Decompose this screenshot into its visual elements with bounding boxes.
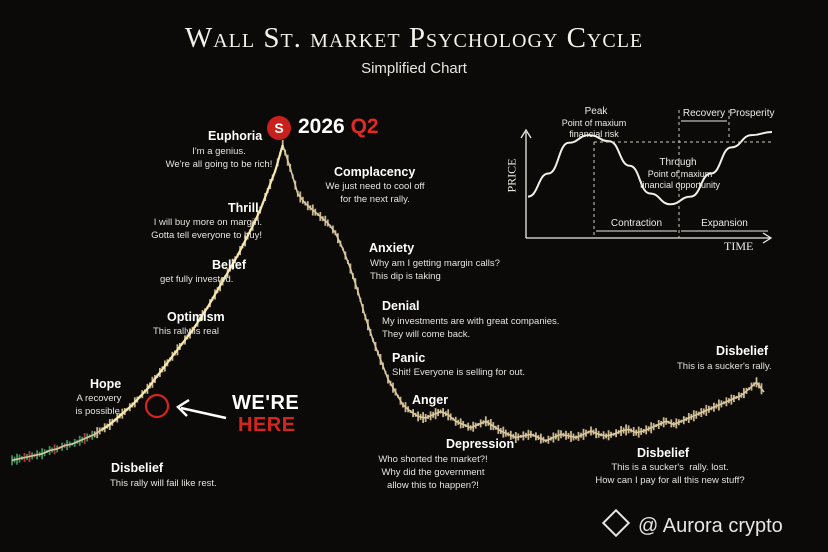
stage-disbelief2-label: Disbelief <box>637 446 690 460</box>
stage-disbelief-label: Disbelief <box>111 461 164 475</box>
pointer-arrow <box>180 406 227 420</box>
chart-subtitle: Simplified Chart <box>361 60 467 77</box>
inset-x-label: TIME <box>724 239 754 253</box>
s-badge-icon: S <box>267 116 291 140</box>
stage-belief-desc: get fully invested. <box>160 274 234 285</box>
stage-optimism-label: Optimism <box>167 310 225 324</box>
binance-logo-icon <box>601 508 631 538</box>
phase-contraction: Contraction <box>610 218 663 229</box>
watermark-text: @ Aurora crypto <box>638 515 783 537</box>
current-position-marker <box>144 393 170 419</box>
stage-disbelief2-desc: This is a sucker's rally. lost. How can … <box>595 462 745 486</box>
stage-panic-desc: Shit! Everyone is selling for out. <box>392 367 526 378</box>
stage-belief-label: Belief <box>212 258 247 272</box>
trough-label: Through <box>659 157 697 168</box>
stage-euphoria-desc: I'm a genius. We're all going to be rich… <box>165 146 273 170</box>
inset-y-arrowhead <box>520 128 532 139</box>
stage-disbelief-desc: This rally will fail like rest. <box>110 478 217 489</box>
stage-anxiety-desc: Why am I getting margin calls? This dip … <box>370 258 500 282</box>
highlight-line <box>101 144 284 431</box>
stage-disbelief3-desc: This is a sucker's rally. <box>677 361 772 372</box>
were-here-line1: WE'RE <box>232 392 300 414</box>
peak-desc: Point of maxium financial risk <box>561 118 627 139</box>
pointer-arrowhead <box>176 398 190 417</box>
phase-prosperity: Prosperity <box>729 108 775 119</box>
stage-euphoria-label: Euphoria <box>208 129 263 143</box>
inset-chart <box>520 110 773 244</box>
stage-denial-label: Denial <box>382 299 420 313</box>
watermark: @ Aurora crypto <box>601 508 783 538</box>
target-quarter: Q2 <box>350 115 379 138</box>
inset-y-label: PRICE <box>504 158 519 193</box>
inset-x-arrowhead <box>762 232 773 244</box>
target-date: 2026 Q2 <box>298 115 379 139</box>
stage-depression-label: Depression <box>446 437 515 451</box>
were-here-line2: HERE <box>238 414 296 436</box>
stage-anger-label: Anger <box>412 393 449 407</box>
stage-denial-desc: My investments are with great companies.… <box>382 316 560 340</box>
phase-recovery: Recovery <box>682 108 726 119</box>
stage-hope-label: Hope <box>90 377 122 391</box>
phase-expansion: Expansion <box>701 218 748 229</box>
inset-cycle-curve <box>527 131 773 206</box>
target-year: 2026 <box>298 115 345 138</box>
stage-disbelief3-label: Disbelief <box>716 344 769 358</box>
stage-thrill-desc: I will buy more on margin. Gotta tell ev… <box>151 217 262 241</box>
stage-depression-desc: Who shorted the market?! Why did the gov… <box>378 454 488 491</box>
trough-desc: Point of maxium financial opportunity <box>639 169 721 190</box>
stage-complacency-desc: We just need to cool off for the next ra… <box>325 181 425 205</box>
stage-anxiety-label: Anxiety <box>369 241 415 255</box>
stage-panic-label: Panic <box>392 351 426 365</box>
stage-thrill-label: Thrill <box>228 201 259 215</box>
peak-label: Peak <box>584 106 608 117</box>
stage-hope-desc: A recovery is possible. <box>75 393 123 417</box>
chart-title: Wall St. market Psychology Cycle <box>184 22 644 54</box>
stage-complacency-label: Complacency <box>334 165 416 179</box>
stage-optimism-desc: This rally is real <box>153 326 219 337</box>
